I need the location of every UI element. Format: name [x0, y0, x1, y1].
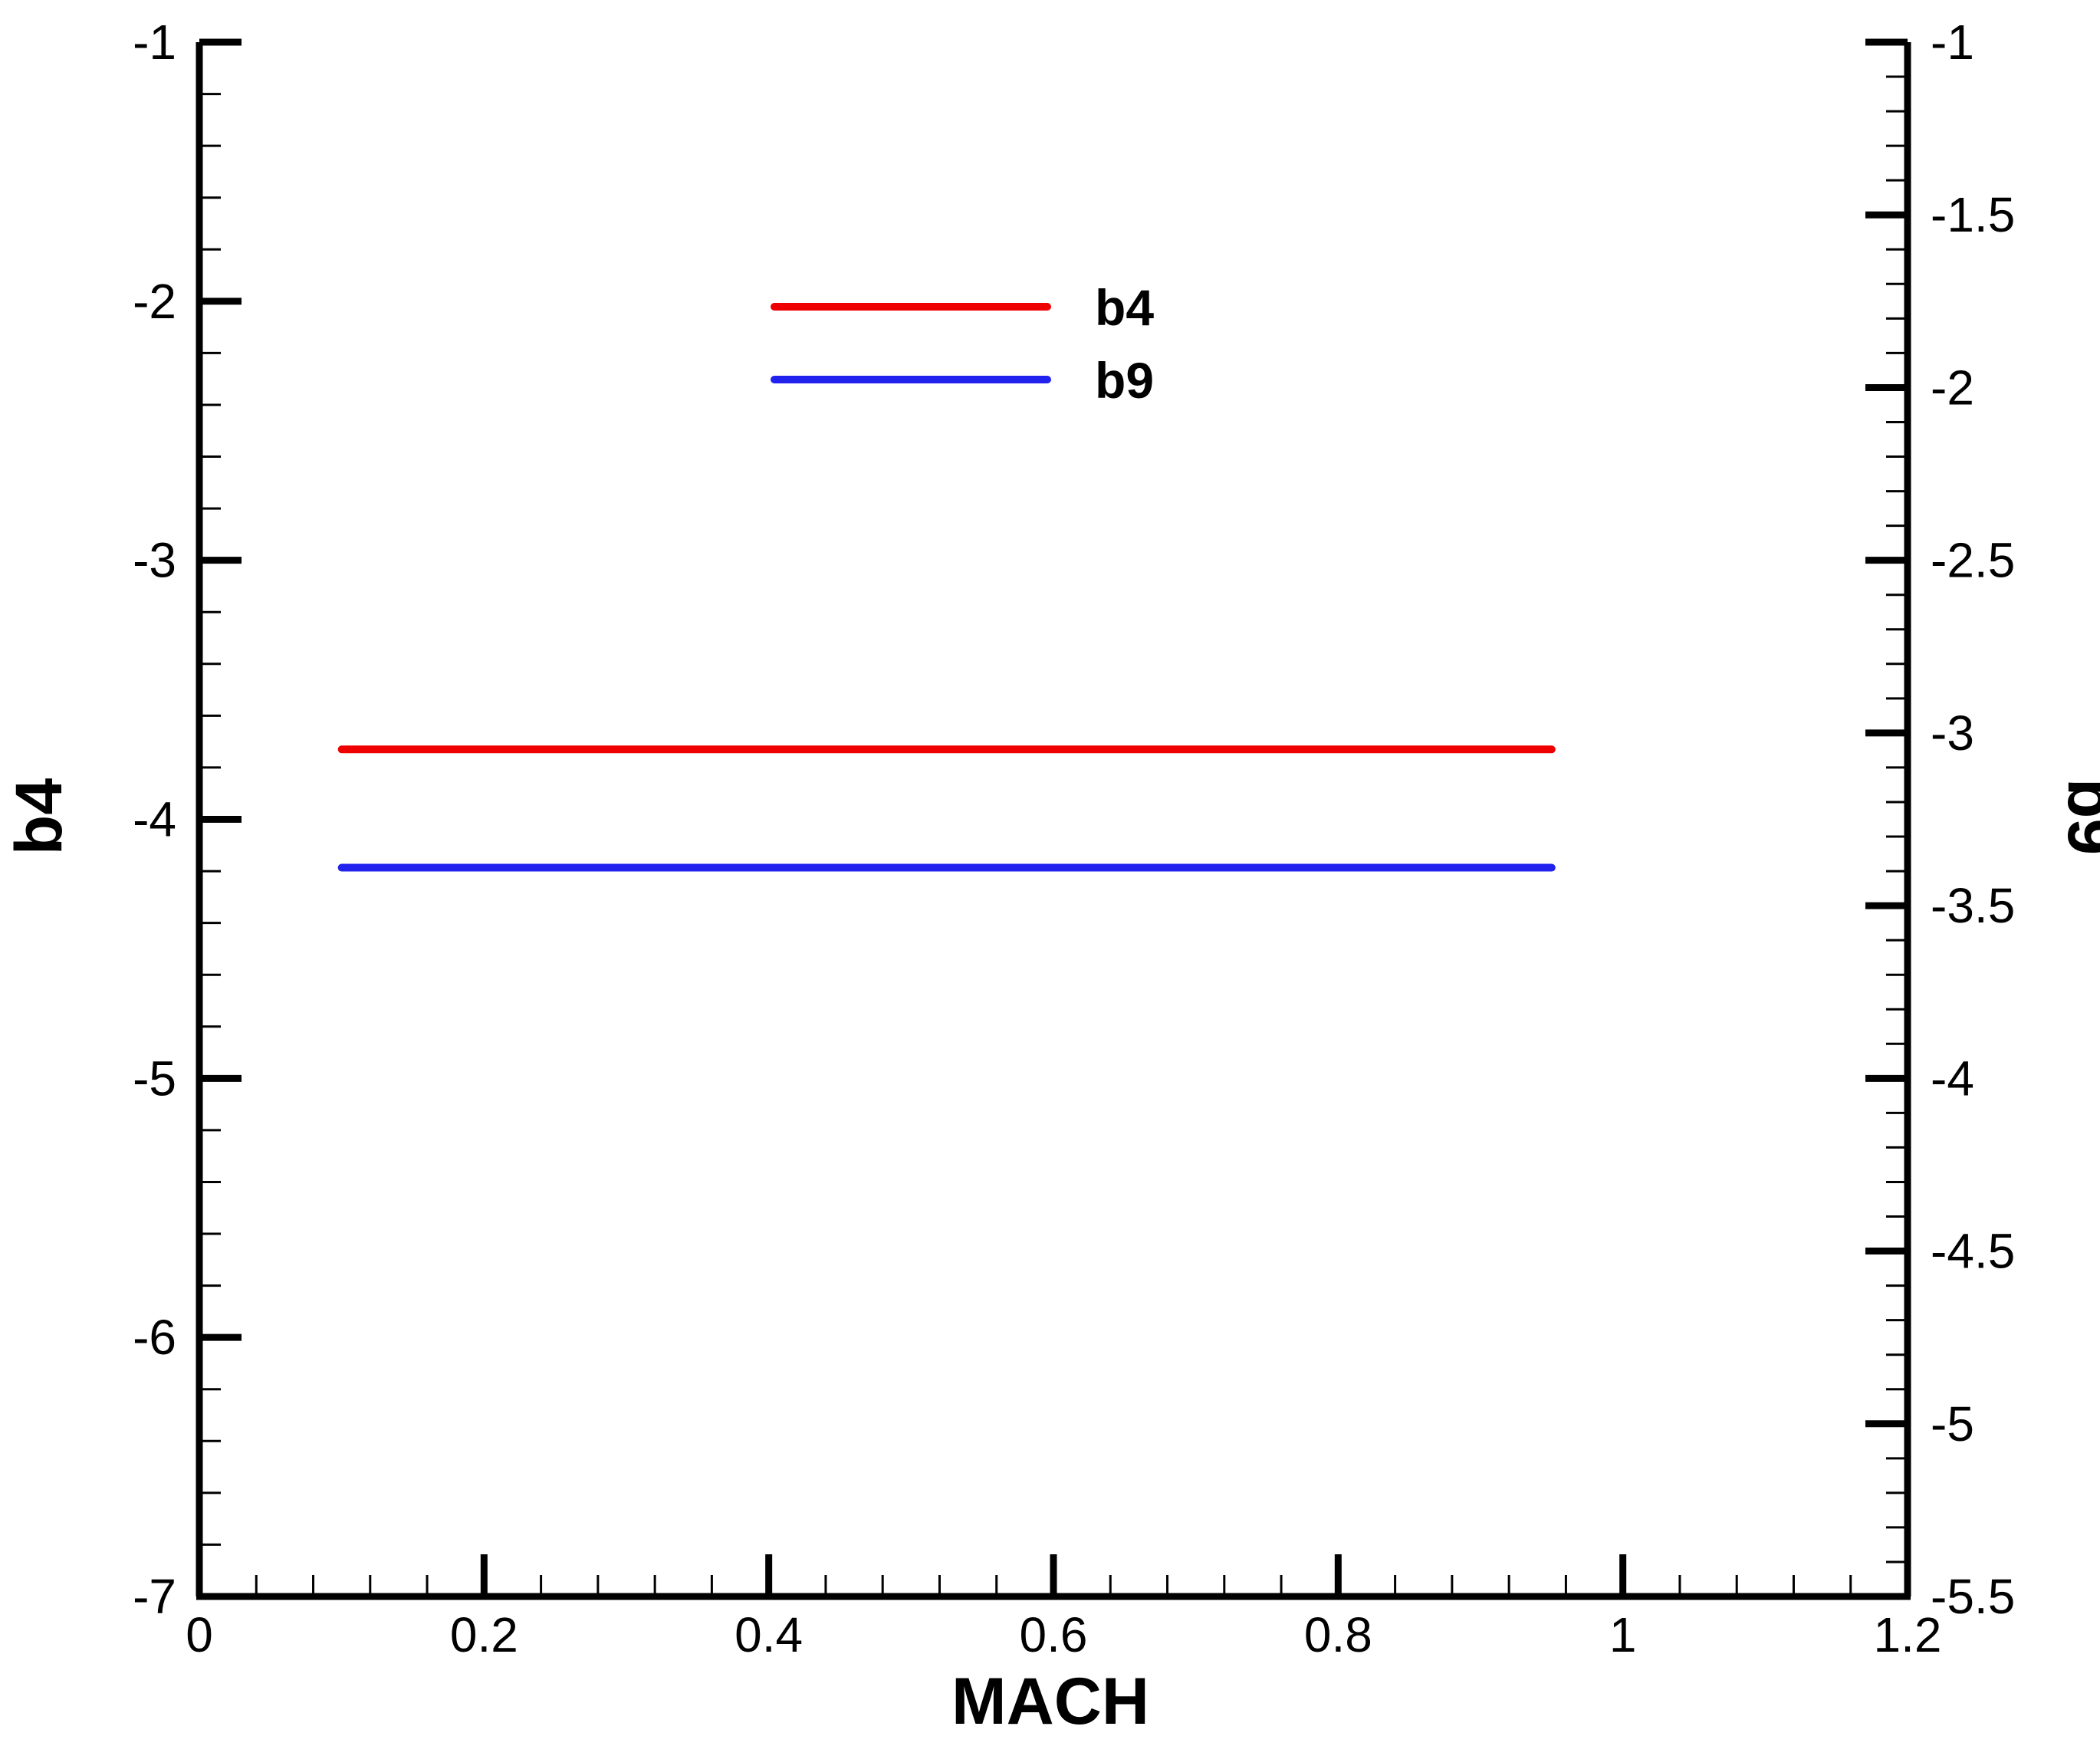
- y-right-tick-label: -4: [1931, 1051, 1974, 1106]
- y-right-tick-label: -5.5: [1931, 1569, 2015, 1624]
- y-right-tick-label: -2: [1931, 360, 1974, 415]
- y-left-tick-label: -4: [133, 792, 176, 847]
- y-left-axis-title: b4: [2, 778, 76, 856]
- y-right-tick-label: -3.5: [1931, 878, 2015, 933]
- y-right-tick-label: -5: [1931, 1396, 1974, 1452]
- y-left-tick-label: -1: [133, 15, 176, 70]
- y-left-tick-label: -2: [133, 274, 176, 329]
- x-tick-label: 0.6: [1020, 1607, 1088, 1662]
- y-left-tick-label: -6: [133, 1310, 176, 1365]
- y-right-tick-label: -4.5: [1931, 1224, 2015, 1279]
- y-right-axis-title: b9: [2054, 778, 2100, 855]
- y-left-tick-label: -7: [133, 1569, 176, 1624]
- x-axis-title: MACH: [951, 1665, 1149, 1738]
- axis-ticks: [196, 38, 1911, 1600]
- x-tick-label: 1: [1609, 1607, 1637, 1662]
- legend-label-b4: b4: [1095, 279, 1154, 336]
- x-tick-label: 0: [186, 1607, 213, 1662]
- legend-label-b9: b9: [1095, 352, 1154, 409]
- y-left-tick-label: -5: [133, 1051, 176, 1106]
- x-tick-label: 0.2: [450, 1607, 518, 1662]
- x-tick-label: 1.2: [1874, 1607, 1942, 1662]
- y-right-tick-label: -3: [1931, 705, 1974, 761]
- data-series: [337, 745, 1556, 872]
- y-right-tick-label: -1.5: [1931, 187, 2015, 242]
- plot-frame: [196, 42, 1911, 1600]
- x-tick-label: 0.8: [1304, 1607, 1372, 1662]
- y-right-tick-label: -1: [1931, 15, 1974, 70]
- tick-labels: 0 0.2 0.4 0.6 0.8 1 1.2 -1 -2 -3 -4 -5 -6 -7 -1 -1.5 -2 -…: [133, 15, 2015, 1662]
- y-left-tick-label: -3: [133, 533, 176, 588]
- x-tick-label: 0.4: [735, 1607, 803, 1662]
- y-right-tick-label: -2.5: [1931, 533, 2015, 588]
